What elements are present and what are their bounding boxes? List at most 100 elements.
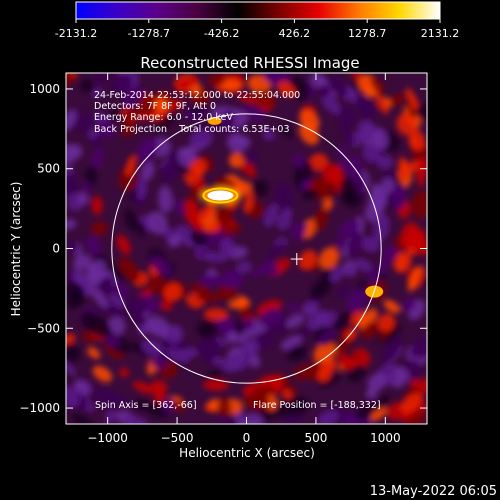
heat-cell xyxy=(373,213,390,242)
heat-cell xyxy=(66,143,77,165)
heat-cell xyxy=(263,203,279,228)
y-axis-ticks: −1000 −500 0 500 1000 xyxy=(19,82,427,415)
heat-cell xyxy=(77,192,89,206)
heat-cell xyxy=(336,146,348,158)
heat-cell xyxy=(388,93,406,107)
y-tick-label: −500 xyxy=(27,321,60,335)
heat-cell xyxy=(168,233,182,248)
heat-cell xyxy=(107,316,126,336)
heat-cell xyxy=(408,134,420,150)
heat-cell xyxy=(203,379,229,391)
heat-cell xyxy=(416,102,427,123)
heat-cell xyxy=(374,93,389,115)
heat-cell xyxy=(409,378,421,389)
heat-cell xyxy=(92,87,103,99)
y-tick-label: 0 xyxy=(52,242,60,256)
heat-cell xyxy=(104,299,126,320)
heat-cell xyxy=(109,292,126,309)
y-axis-label: Heliocentric Y (arcsec) xyxy=(9,182,23,317)
heat-cell xyxy=(70,413,93,424)
heat-cell xyxy=(204,308,229,321)
heat-cell xyxy=(199,203,215,221)
heat-cell xyxy=(398,156,409,182)
heat-cell xyxy=(158,185,173,214)
heat-cell xyxy=(66,385,80,408)
heat-cell xyxy=(243,191,254,214)
heat-cell xyxy=(249,353,261,368)
colorbar-tick-label: 2131.2 xyxy=(421,27,460,40)
heat-cell xyxy=(390,186,406,210)
heat-cell xyxy=(88,127,99,140)
heat-cell xyxy=(90,287,109,309)
heat-cell xyxy=(110,108,121,120)
heat-cell xyxy=(367,373,387,392)
heat-cell xyxy=(309,153,329,172)
heat-cell xyxy=(230,133,252,146)
heat-cell xyxy=(217,397,232,417)
heat-cell xyxy=(377,313,395,332)
heat-cell xyxy=(370,407,388,422)
heat-cell xyxy=(154,96,169,112)
heat-cell xyxy=(321,92,341,115)
heat-cell xyxy=(109,73,132,96)
heat-cell xyxy=(93,386,119,409)
heat-cell xyxy=(151,380,168,393)
heat-cell xyxy=(339,121,355,145)
heat-cell xyxy=(214,207,234,218)
x-tick-label: 1000 xyxy=(370,431,401,445)
heat-cell xyxy=(207,74,226,86)
annotation-detectors: Detectors: 7F 8F 9F, Att 0 xyxy=(94,101,216,112)
heat-cell xyxy=(166,324,184,344)
colorbar-tick-label: -426.2 xyxy=(204,27,239,40)
heat-cell xyxy=(135,221,147,237)
chart-title: Reconstructed RHESSI Image xyxy=(140,54,359,72)
heat-cell xyxy=(81,331,95,344)
heat-cell xyxy=(347,364,367,382)
heat-cell xyxy=(212,356,223,366)
heat-cell xyxy=(196,319,219,339)
heat-cell xyxy=(212,125,240,135)
heat-cell xyxy=(287,302,300,313)
x-axis-ticks: −1000 −500 0 500 1000 xyxy=(87,73,401,445)
heat-cell xyxy=(395,366,410,381)
heat-cell xyxy=(87,347,101,359)
heat-cell xyxy=(163,397,175,414)
heat-cell xyxy=(371,182,380,202)
heat-cell xyxy=(126,268,140,282)
heat-cell xyxy=(154,388,166,404)
heat-cell xyxy=(358,308,378,330)
heat-cell xyxy=(219,238,235,258)
heat-cell xyxy=(66,109,77,131)
heat-cell xyxy=(137,137,158,160)
heat-cell xyxy=(73,254,92,271)
heat-cell xyxy=(396,113,417,136)
heat-cell xyxy=(370,77,385,95)
heat-cell xyxy=(289,223,303,237)
heat-cell xyxy=(81,181,91,194)
heat-cell xyxy=(319,246,340,270)
heat-cell xyxy=(381,342,400,362)
heat-cell xyxy=(110,263,126,282)
heat-cell xyxy=(314,310,337,332)
x-tick-label: 500 xyxy=(304,431,327,445)
heat-cell xyxy=(239,413,264,424)
heat-cell xyxy=(251,395,271,412)
heat-cell xyxy=(124,208,138,231)
heat-cell xyxy=(161,158,180,184)
heat-cell xyxy=(346,218,360,234)
heat-cell xyxy=(249,180,270,197)
heat-cell xyxy=(276,397,294,417)
heat-cell xyxy=(66,73,75,87)
heat-cell xyxy=(88,259,106,276)
bright-source-core xyxy=(207,190,234,201)
colorbar-tick-label: 1278.7 xyxy=(348,27,387,40)
heat-cell xyxy=(154,113,176,132)
heat-cell xyxy=(260,308,284,327)
heat-cell xyxy=(208,370,223,381)
heat-cell xyxy=(281,207,293,220)
heat-cell xyxy=(216,417,239,424)
heat-cell xyxy=(336,283,351,300)
heat-cell xyxy=(125,154,137,177)
heat-cell xyxy=(322,198,334,210)
annotation-energy-range: Energy Range: 6.0 - 12.0 keV xyxy=(94,112,233,123)
